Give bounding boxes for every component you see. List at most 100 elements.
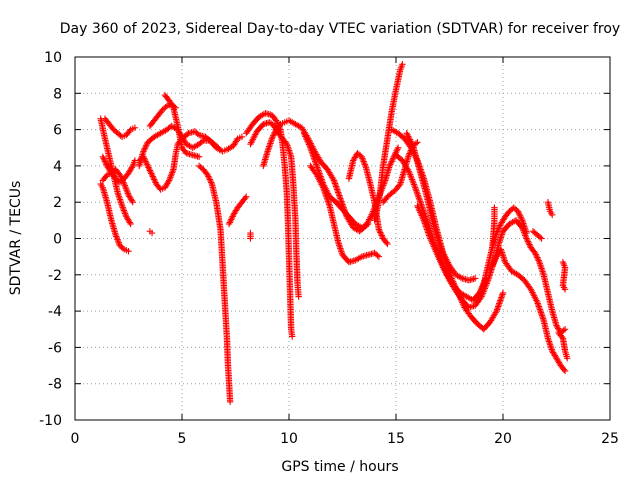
data-point <box>215 144 222 151</box>
series-arc-7 <box>225 193 250 228</box>
data-point <box>243 193 250 200</box>
data-point <box>217 226 226 268</box>
data-point <box>168 100 178 110</box>
data-point <box>284 217 293 259</box>
data-point <box>354 149 364 159</box>
data-point <box>219 262 228 304</box>
data-point <box>534 231 544 241</box>
y-tick-label: 8 <box>53 86 62 102</box>
data-point <box>127 220 134 228</box>
data-point <box>208 180 220 204</box>
data-point <box>561 367 569 375</box>
data-point <box>140 140 151 155</box>
data-point <box>131 124 139 131</box>
data-point <box>394 144 402 151</box>
data-point <box>493 291 506 315</box>
series-arc-8 <box>247 229 254 242</box>
chart-title: Day 360 of 2023, Sidereal Day-to-day VTE… <box>60 21 620 37</box>
data-point <box>165 167 177 184</box>
data-point <box>544 335 555 353</box>
data-point <box>489 231 497 249</box>
series-arc-1a <box>97 180 132 255</box>
x-tick-label: 20 <box>494 431 512 447</box>
data-point <box>364 220 372 228</box>
data-point <box>200 166 210 177</box>
data-point <box>281 162 290 195</box>
y-tick-label: -2 <box>48 268 62 284</box>
data-point <box>499 289 507 297</box>
data-point <box>170 153 179 173</box>
data-point <box>129 199 136 206</box>
data-point <box>480 264 491 288</box>
data-point <box>384 109 395 142</box>
data-point <box>103 199 115 222</box>
y-axis-label: SDTVAR / TECUs <box>8 181 24 296</box>
data-point <box>121 180 132 197</box>
data-point <box>523 229 530 237</box>
data-point <box>208 139 221 150</box>
data-point <box>313 171 326 190</box>
data-point <box>559 264 569 288</box>
data-point <box>293 253 301 286</box>
x-tick-label: 10 <box>280 431 298 447</box>
data-point <box>557 362 568 373</box>
data-point <box>290 180 299 222</box>
y-tick-label: -10 <box>39 413 62 429</box>
data-point <box>544 289 556 313</box>
x-axis-label: GPS time / hours <box>281 459 398 475</box>
data-point <box>125 191 136 204</box>
data-point <box>549 307 560 328</box>
data-point <box>358 153 369 170</box>
series-arc-5 <box>146 100 179 130</box>
data-point <box>561 326 569 333</box>
data-point <box>161 178 172 191</box>
data-point <box>493 222 504 237</box>
data-point <box>514 208 525 223</box>
data-point <box>99 184 110 204</box>
data-point <box>275 130 285 141</box>
data-point <box>555 329 566 341</box>
data-point <box>399 157 412 173</box>
series-arc-11 <box>247 119 302 300</box>
series-arc-9 <box>146 228 156 237</box>
data-point <box>307 162 319 177</box>
data-point <box>397 62 405 73</box>
data-point <box>540 316 551 340</box>
data-point <box>159 104 169 113</box>
data-point <box>553 355 564 368</box>
data-point <box>172 104 179 112</box>
data-point <box>116 171 127 186</box>
data-point <box>379 137 391 170</box>
data-point <box>174 122 185 150</box>
x-tick-label: 5 <box>178 431 187 447</box>
data-point <box>367 180 378 204</box>
data-point <box>439 264 452 282</box>
data-point <box>234 200 245 211</box>
series-arc-23 <box>489 246 569 375</box>
series-arc-28 <box>555 329 571 362</box>
data-point <box>506 218 518 228</box>
data-point <box>540 271 551 295</box>
data-point <box>285 253 294 295</box>
data-point <box>140 153 151 168</box>
series-arc-27 <box>559 258 569 293</box>
data-point <box>452 271 464 281</box>
series-arc-22 <box>474 204 530 306</box>
series-arc-6 <box>195 162 234 406</box>
y-tick-label: -6 <box>48 340 62 356</box>
series-arc-18 <box>388 126 479 284</box>
y-tick-label: -8 <box>48 377 62 393</box>
data-point <box>247 235 254 242</box>
data-point <box>538 235 545 242</box>
data-point <box>195 153 203 161</box>
data-point <box>101 115 112 126</box>
series-arc-1e <box>99 166 136 206</box>
data-point <box>497 214 508 228</box>
data-point <box>125 164 136 177</box>
data-point <box>446 277 459 293</box>
data-point <box>292 120 304 131</box>
data-point <box>226 398 234 406</box>
series-arc-14 <box>307 162 383 266</box>
data-point <box>286 289 295 331</box>
